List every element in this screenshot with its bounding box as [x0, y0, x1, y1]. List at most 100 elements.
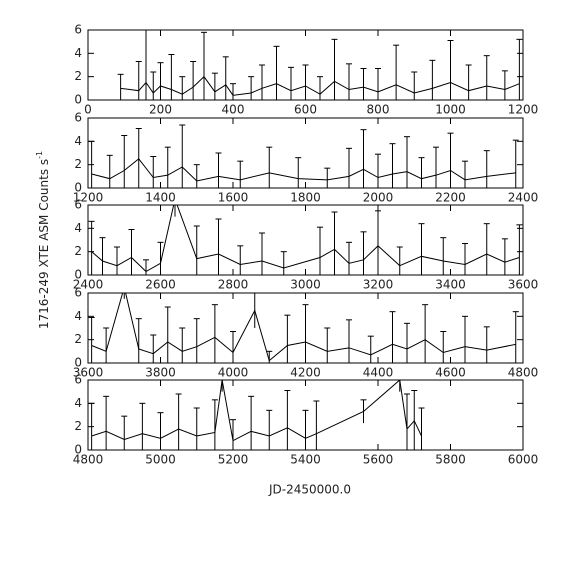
error-bar: [193, 164, 200, 188]
x-tick-label: 3400: [435, 278, 466, 292]
plot-area: [88, 124, 519, 188]
y-tick-label: 4: [74, 134, 82, 148]
error-bar: [121, 135, 128, 188]
y-tick-label: 4: [74, 46, 82, 60]
x-tick-label: 5800: [435, 453, 466, 467]
error-bar: [375, 68, 381, 100]
error-bar: [99, 237, 106, 275]
error-bar: [193, 225, 200, 275]
error-bar: [259, 232, 265, 275]
error-bar: [288, 66, 294, 100]
y-axis-label: 1716-249 XTE ASM Counts s-1: [35, 151, 51, 329]
error-bar: [418, 407, 425, 450]
error-bar: [143, 259, 149, 275]
error-bar: [157, 62, 164, 100]
x-tick-label: 4200: [290, 366, 321, 380]
error-bar: [447, 132, 454, 188]
error-bar: [346, 319, 352, 363]
light-curve: [91, 205, 520, 273]
error-bar: [103, 327, 110, 363]
error-bar: [483, 150, 490, 188]
error-bar: [215, 218, 222, 275]
light-curve: [120, 75, 520, 96]
error-bar: [88, 140, 95, 188]
y-axis-label-text: 1716-249 XTE ASM Counts s: [37, 159, 51, 329]
error-bar: [201, 31, 207, 100]
y-tick-label: 6: [74, 23, 82, 37]
x-tick-label: 1800: [290, 191, 321, 205]
y-tick-label: 6: [74, 286, 82, 300]
error-bar: [266, 409, 273, 450]
error-bar: [135, 61, 142, 100]
error-bar: [422, 304, 429, 363]
x-tick-label: 0: [84, 103, 92, 117]
x-tick-label: 3200: [363, 278, 394, 292]
y-tick-label: 2: [74, 69, 82, 83]
error-bar: [465, 64, 472, 100]
x-tick-label: 3800: [145, 366, 176, 380]
error-bar: [174, 205, 176, 217]
error-bar: [429, 59, 436, 100]
x-tick-label: 5400: [290, 453, 321, 467]
error-bar: [114, 246, 120, 275]
error-bar: [266, 146, 273, 188]
error-bar: [143, 30, 149, 100]
x-axis-label: JD-2450000.0: [268, 483, 351, 497]
error-bar: [360, 231, 367, 275]
error-bar: [230, 419, 236, 450]
error-bar: [324, 327, 331, 363]
error-bar: [150, 156, 157, 188]
y-tick-label: 2: [74, 419, 82, 433]
x-tick-label: 1600: [218, 191, 249, 205]
error-bar: [168, 54, 175, 100]
error-bar: [501, 70, 508, 100]
error-bar: [360, 68, 367, 100]
error-bar: [179, 327, 186, 363]
y-tick-label: 6: [74, 198, 82, 212]
light-curve: [91, 380, 422, 442]
y-tick-label: 4: [74, 309, 82, 323]
plot-area: [88, 293, 519, 363]
error-bar: [248, 76, 255, 100]
error-bar: [135, 128, 142, 188]
error-bar: [462, 160, 468, 188]
error-bar: [139, 402, 146, 450]
error-bar: [396, 246, 403, 275]
error-bar: [393, 44, 400, 100]
y-tick-label: 2: [74, 157, 82, 171]
x-tick-label: 5200: [218, 453, 249, 467]
error-bar: [399, 380, 401, 392]
error-bar: [103, 395, 110, 450]
error-bar: [266, 350, 273, 363]
error-bar: [259, 64, 265, 100]
x-tick-label: 1200: [73, 191, 104, 205]
error-bar: [440, 237, 447, 275]
error-bar: [313, 400, 320, 450]
error-bar: [157, 412, 164, 450]
x-tick-label: 1000: [435, 103, 466, 117]
x-tick-label: 2400: [508, 191, 539, 205]
error-bar: [179, 124, 186, 188]
error-bar: [123, 293, 125, 299]
error-bar: [237, 160, 244, 188]
x-tick-label: 4800: [508, 366, 539, 380]
y-tick-label: 0: [74, 356, 82, 370]
x-tick-label: 4800: [73, 453, 104, 467]
error-bar: [121, 415, 128, 450]
x-tick-label: 1400: [145, 191, 176, 205]
error-bar: [88, 317, 95, 363]
error-bar: [221, 380, 223, 392]
x-tick-label: 2000: [363, 191, 394, 205]
plot-area: [88, 380, 425, 450]
y-axis-label-exponent: -1: [35, 151, 44, 159]
error-bar: [248, 395, 255, 450]
error-bar: [284, 314, 291, 363]
error-bar: [193, 318, 200, 363]
error-bar: [331, 211, 338, 275]
error-bar: [516, 224, 523, 275]
y-tick-label: 0: [74, 268, 82, 282]
error-bar: [302, 304, 309, 363]
light-curve: [91, 158, 516, 182]
error-bar: [389, 143, 396, 188]
error-bar: [331, 38, 338, 100]
